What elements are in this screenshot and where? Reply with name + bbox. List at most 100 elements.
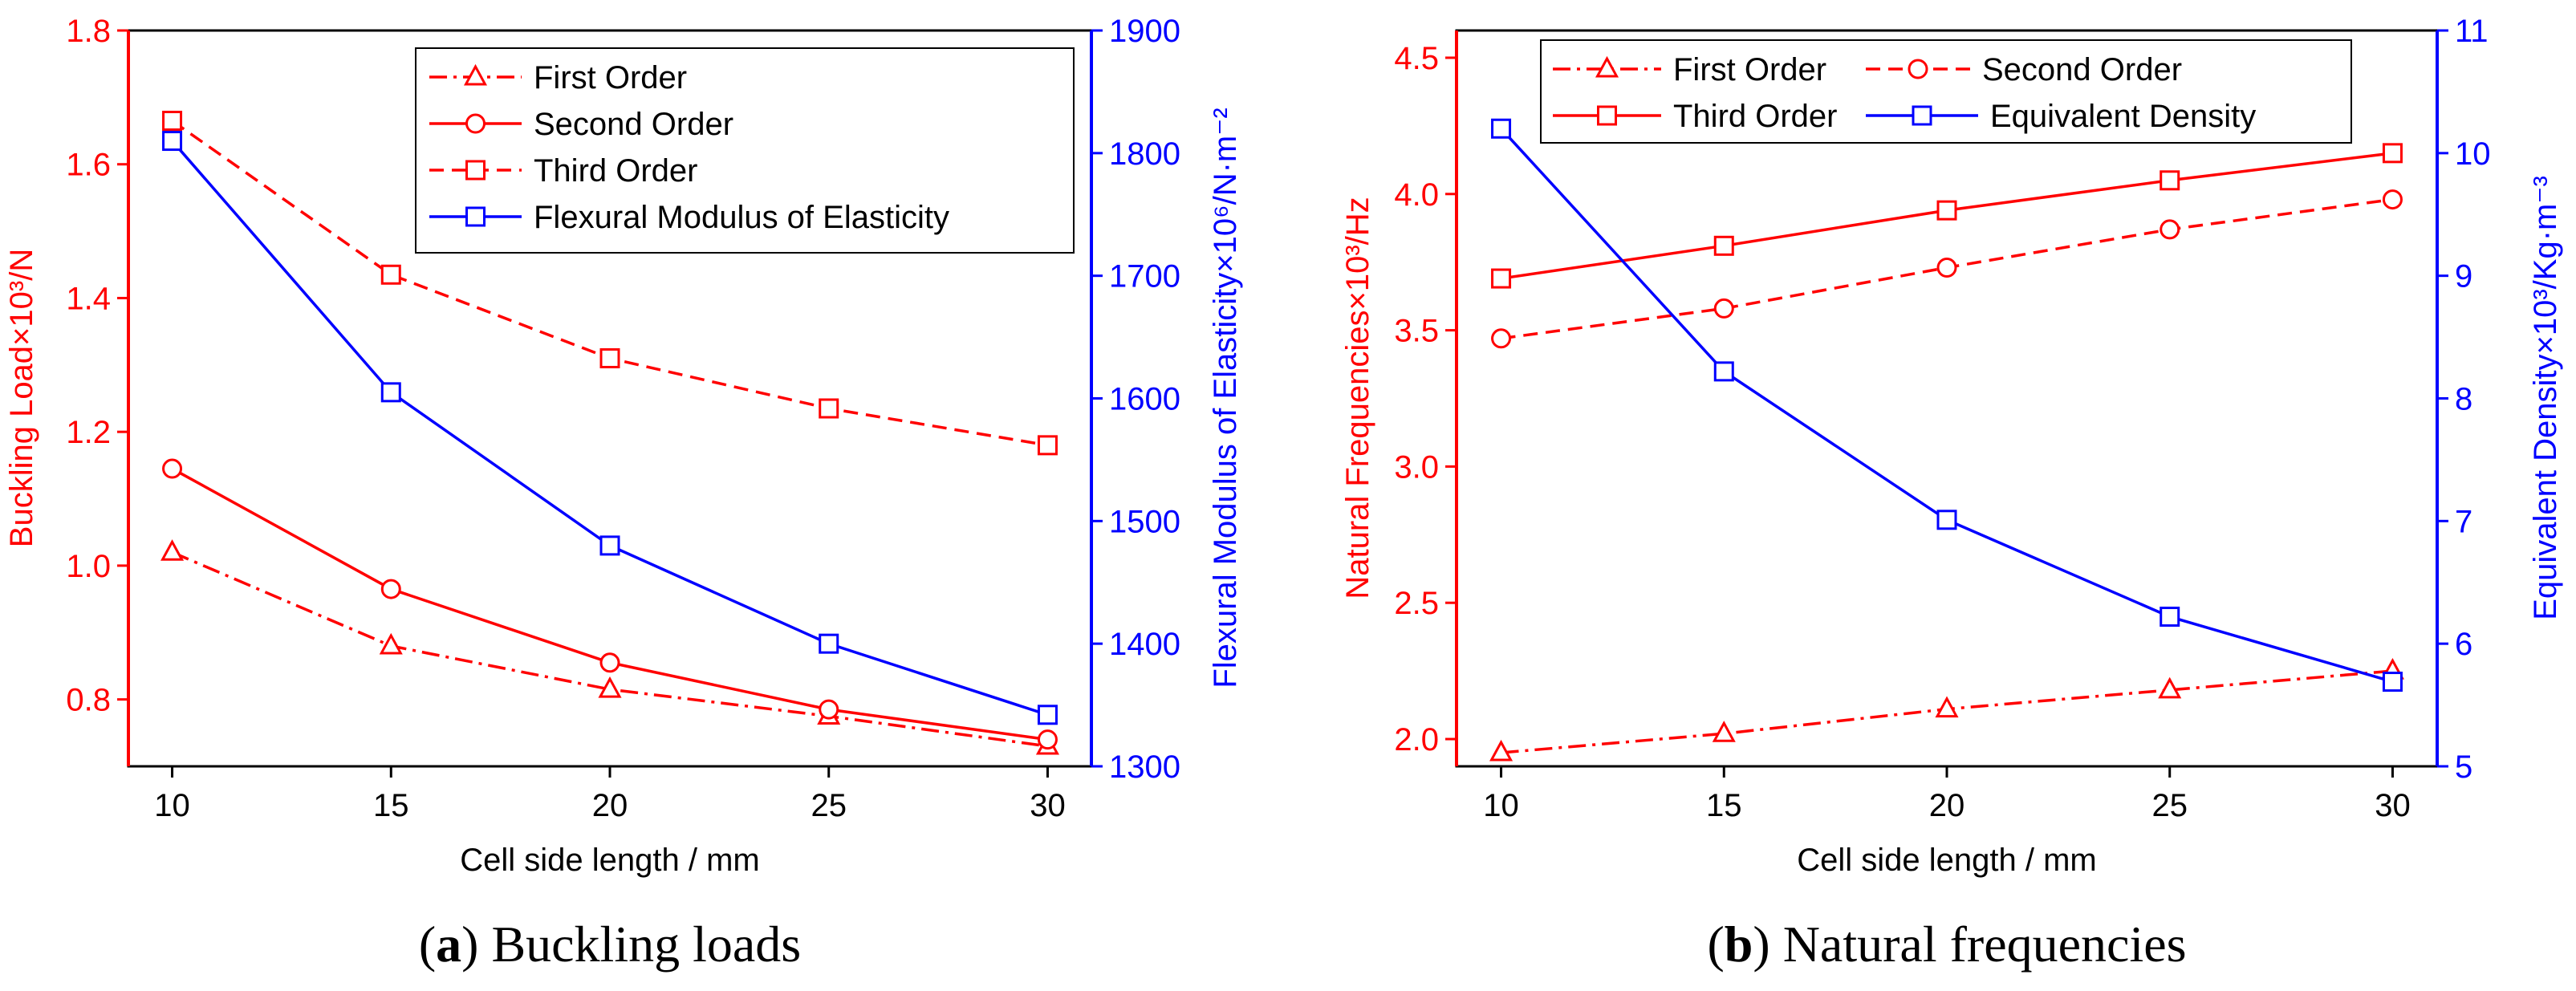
legend-label: Third Order <box>534 153 698 189</box>
legend-marker-second-order <box>465 113 486 134</box>
legend-marker-first-order <box>463 63 488 86</box>
legend-label: Second Order <box>1982 52 2182 87</box>
data-point-third-order <box>819 398 839 419</box>
series-line-first-order <box>171 550 1048 748</box>
y-tick-label-right: 1600 <box>1109 382 1180 417</box>
data-point-third-order <box>1936 200 1957 221</box>
data-point-first-order <box>160 539 185 561</box>
x-tick-label: 20 <box>1929 788 1965 823</box>
y-tick-label-right: 8 <box>2455 382 2472 417</box>
legend-marker-third-order <box>1597 105 1617 126</box>
caption-b: (b) Natural frequencies <box>1707 916 2186 973</box>
data-point-second-order <box>380 579 401 599</box>
x-tick-label: 30 <box>1030 788 1066 823</box>
data-point-flexural-modulus-of-elasticity <box>819 633 839 654</box>
y-tick-label-left: 2.5 <box>1394 586 1439 621</box>
data-point-second-order <box>2160 219 2180 240</box>
data-point-third-order <box>2160 170 2180 191</box>
y-tick-label-left: 1.4 <box>66 281 111 316</box>
legend-marker-first-order <box>1595 55 1619 78</box>
y-axis-title-left-b: Natural Frequencies×10³/Hz <box>1340 197 1375 599</box>
x-tick-label: 25 <box>811 788 847 823</box>
data-point-equivalent-density <box>2160 607 2180 627</box>
data-point-second-order <box>1491 328 1512 349</box>
y-tick-label-left: 3.5 <box>1394 314 1439 349</box>
data-point-equivalent-density <box>2382 672 2403 692</box>
data-point-third-order <box>1491 268 1512 289</box>
data-point-flexural-modulus-of-elasticity <box>380 382 401 403</box>
caption-a-letter: a <box>436 916 461 973</box>
y-tick-label-right: 1700 <box>1109 259 1180 294</box>
data-point-first-order <box>1489 739 1514 762</box>
y-tick-label-left: 4.5 <box>1394 41 1439 76</box>
legend-label: Equivalent Density <box>1990 99 2256 134</box>
data-point-first-order <box>2158 676 2182 699</box>
caption-b-text: Natural frequencies <box>1783 916 2187 973</box>
y-tick-label-right: 9 <box>2455 259 2472 294</box>
data-point-second-order <box>162 458 183 479</box>
y-tick-label-right: 7 <box>2455 504 2472 539</box>
legend-a: First Order Second Order Third Order Fle… <box>415 47 1075 254</box>
data-point-equivalent-density <box>1491 118 1512 139</box>
data-point-flexural-modulus-of-elasticity <box>1037 705 1058 725</box>
chart-b: 10 15 20 25 30 2.0 2.5 3.0 3.5 4.0 4.5 5 6 7 8 9 10 11 Fi… <box>1340 14 2563 973</box>
legend-marker-second-order <box>1908 59 1928 79</box>
x-axis-title-a: Cell side length / mm <box>460 843 759 878</box>
data-point-flexural-modulus-of-elasticity <box>599 535 620 556</box>
legend-marker-third-order <box>465 160 486 181</box>
legend-marker-flexural-modulus-of-elasticity <box>465 206 486 227</box>
y-tick-label-left: 1.8 <box>66 14 111 49</box>
data-point-second-order <box>1936 257 1957 278</box>
y-tick-label-right: 5 <box>2455 749 2472 785</box>
legend-box-b <box>1540 39 2352 144</box>
data-point-second-order <box>599 652 620 673</box>
data-point-third-order <box>1037 435 1058 456</box>
x-tick-label: 20 <box>592 788 628 823</box>
legend-label: Flexural Modulus of Elasticity <box>534 200 949 235</box>
y-tick-label-left: 1.0 <box>66 549 111 584</box>
chart-a: 10 15 20 25 30 0.8 1.0 1.2 1.4 1.6 1.8 1300 1400 1500… <box>4 14 1243 973</box>
legend-box-a <box>415 47 1075 254</box>
data-point-third-order <box>1713 235 1734 256</box>
data-point-first-order <box>1935 696 1959 718</box>
y-tick-label-left: 3.0 <box>1394 449 1439 485</box>
legend-b: First Order Second Order Third Order Equ… <box>1540 39 2352 144</box>
data-point-first-order <box>598 676 622 698</box>
y-tick-label-right: 11 <box>2455 14 2489 49</box>
x-tick-label: 15 <box>1706 788 1742 823</box>
y-tick-label-right: 1300 <box>1109 749 1180 785</box>
series-line-second-order <box>171 467 1048 741</box>
x-tick-label: 25 <box>2151 788 2188 823</box>
data-point-second-order <box>1713 298 1734 319</box>
x-tick-label: 10 <box>1483 788 1519 823</box>
data-point-first-order <box>1712 721 1736 742</box>
y-tick-label-right: 10 <box>2455 136 2491 172</box>
y-tick-label-left: 1.6 <box>66 148 111 183</box>
y-tick-label-right: 1800 <box>1109 136 1180 172</box>
data-point-first-order <box>379 632 403 655</box>
y-tick-label-right: 1400 <box>1109 627 1180 662</box>
data-point-third-order <box>2382 143 2403 164</box>
legend-label: First Order <box>534 60 687 95</box>
data-point-flexural-modulus-of-elasticity <box>162 131 183 152</box>
y-tick-label-left: 4.0 <box>1394 177 1439 213</box>
y-tick-label-right: 6 <box>2455 627 2472 662</box>
y-tick-label-left: 2.0 <box>1394 722 1439 757</box>
data-point-second-order <box>819 699 839 720</box>
caption-a: (a) Buckling loads <box>419 916 801 973</box>
data-point-equivalent-density <box>1713 361 1734 382</box>
x-tick-label: 15 <box>373 788 409 823</box>
x-tick-label: 30 <box>2375 788 2411 823</box>
y-tick-label-right: 1500 <box>1109 504 1180 539</box>
legend-label: First Order <box>1673 52 1826 87</box>
data-point-equivalent-density <box>1936 510 1957 530</box>
data-point-second-order <box>1037 729 1058 750</box>
x-axis-title-b: Cell side length / mm <box>1797 843 2096 878</box>
y-axis-title-right-a: Flexural Modulus of Elasticity×10⁶/N·m⁻² <box>1208 108 1243 688</box>
data-point-second-order <box>2382 189 2403 210</box>
y-axis-title-left-a: Buckling Load×10³/N <box>4 249 39 547</box>
legend-marker-equivalent-density <box>1912 105 1932 126</box>
y-axis-title-right-b: Equivalent Density×10³/Kg·m⁻³ <box>2528 176 2563 620</box>
legend-label: Third Order <box>1673 99 1838 134</box>
